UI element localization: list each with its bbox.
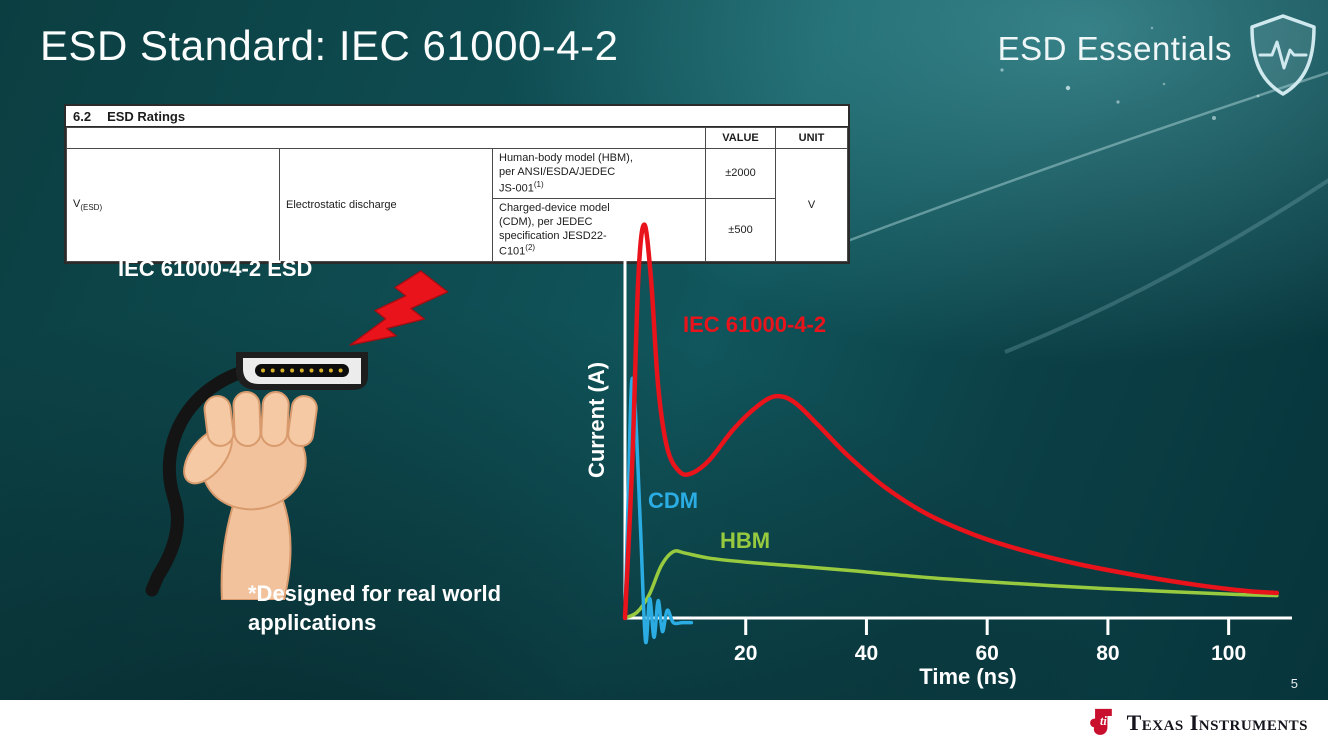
header-spacer-cell xyxy=(66,127,706,149)
series-label-cdm: CDM xyxy=(648,488,699,513)
value-cell-cdm: ±500 xyxy=(705,197,776,263)
section-number: 6.2 xyxy=(73,109,92,124)
lightning-bolt-icon xyxy=(349,270,449,346)
page-title: ESD Standard: IEC 61000-4-2 xyxy=(40,22,619,69)
illustration-caption: IEC 61000-4-2 ESD xyxy=(118,256,313,281)
esd-waveform-chart: 20 40 60 80 100 Current (A) Time (ns) IEC 61… xyxy=(552,198,1312,703)
y-axis-label: Current (A) xyxy=(584,361,609,479)
table-row: V(ESD) Electrostatic discharge Human-bod… xyxy=(66,147,848,263)
esd-essentials-shield-icon xyxy=(1250,14,1316,96)
waveform-IEC 61000-4-2 xyxy=(622,222,1280,621)
x-tick-label: 40 xyxy=(855,642,878,665)
x-tick-label: 20 xyxy=(734,642,757,665)
hdmi-cable xyxy=(145,365,249,597)
fingers xyxy=(203,391,318,448)
forearm xyxy=(220,494,292,600)
chart-canvas: 20 40 60 80 100 xyxy=(622,212,1292,665)
waveform-CDM xyxy=(623,376,694,645)
series-label-hbm: HBM xyxy=(720,528,771,553)
condition-cell-hbm: Human-body model (HBM), per ANSI/ESDA/JE… xyxy=(492,148,706,199)
x-tick-label: 100 xyxy=(1211,642,1246,665)
esd-ratings-table: 6.2 ESD Ratings VALUE UNIT V(ESD) Electro… xyxy=(64,104,850,265)
series-brand-title: ESD Essentials xyxy=(997,30,1232,67)
ti-logo-wordmark: Texas Instruments xyxy=(1126,710,1308,735)
ti-logo-icon: ti xyxy=(1089,708,1112,735)
unit-cell: V xyxy=(775,147,848,263)
section-name: ESD Ratings xyxy=(107,109,186,124)
x-axis-label: Time (ns) xyxy=(919,664,1017,689)
series-label-iec: IEC 61000-4-2 xyxy=(683,312,827,337)
x-tick-label: 80 xyxy=(1096,642,1119,665)
param-name-cell: Electrostatic discharge xyxy=(279,147,493,263)
param-symbol-cell: V(ESD) xyxy=(66,147,280,263)
value-header-cell: VALUE xyxy=(705,127,776,149)
designed-for-real-world-note: *Designed for real world applications xyxy=(248,581,502,635)
unit-header-cell: UNIT xyxy=(775,127,848,149)
table-row: Charged-device model (CDM), per JEDEC sp… xyxy=(67,197,848,263)
hdmi-connector-icon xyxy=(236,352,368,390)
footer-bar: ti Texas Instruments xyxy=(0,700,1328,746)
condition-cell-cdm: Charged-device model (CDM), per JEDEC sp… xyxy=(492,197,706,263)
value-cell-hbm: ±2000 xyxy=(705,148,776,199)
waveform-HBM xyxy=(623,549,1279,620)
svg-text:ti: ti xyxy=(1100,714,1107,728)
page-number: 5 xyxy=(1290,676,1298,691)
hand-holding-hdmi-illustration xyxy=(145,270,449,600)
table-section-title: 6.2 ESD Ratings xyxy=(66,106,848,127)
x-tick-label: 60 xyxy=(976,642,999,665)
